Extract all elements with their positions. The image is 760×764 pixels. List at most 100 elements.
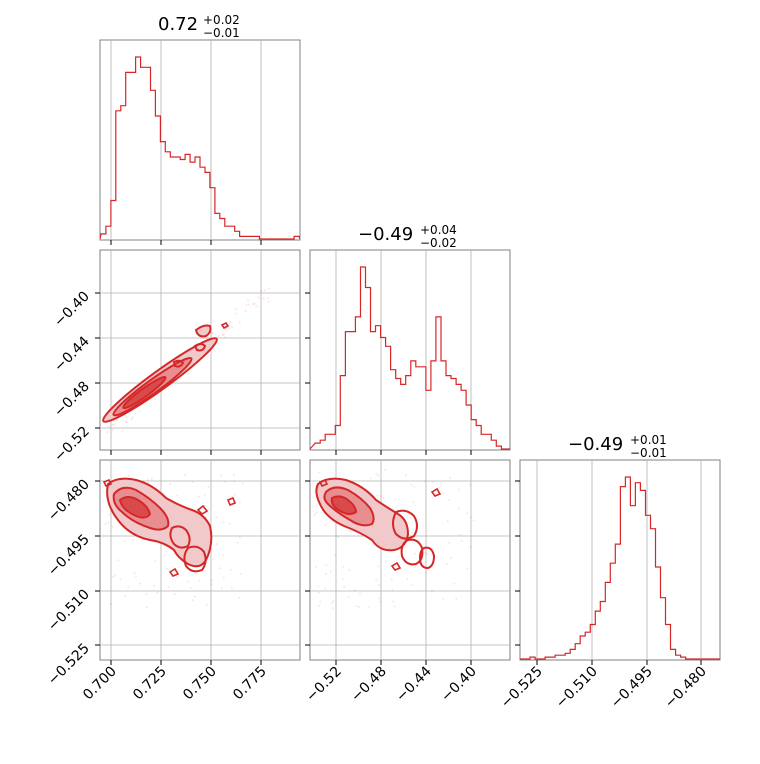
xtick-label: −0.40 <box>438 664 480 706</box>
sample-point <box>252 303 255 306</box>
sample-point <box>189 587 192 589</box>
sample-point <box>343 585 346 588</box>
sample-point <box>439 482 442 485</box>
sample-point <box>111 526 114 528</box>
sample-point <box>222 554 225 557</box>
sample-point <box>225 327 227 330</box>
contour-fragment <box>193 343 207 352</box>
sample-point <box>448 499 451 501</box>
sample-point <box>241 482 244 485</box>
sample-point <box>342 565 345 568</box>
sample-point <box>318 604 321 607</box>
sample-point <box>121 430 124 433</box>
sample-point <box>255 305 258 308</box>
sample-point <box>263 289 266 292</box>
sample-point <box>423 480 426 483</box>
sample-point <box>156 591 159 594</box>
xtick-label: −0.52 <box>303 664 345 706</box>
sample-point <box>230 586 233 589</box>
sample-point <box>108 513 111 516</box>
sample-point <box>380 495 383 497</box>
sample-point <box>210 579 213 582</box>
sample-point <box>409 516 412 519</box>
sample-point <box>207 508 210 510</box>
panel-frame-hist-param1 <box>99 39 301 241</box>
sample-point <box>165 550 168 553</box>
sample-point <box>219 567 221 570</box>
sample-point <box>215 543 218 545</box>
sample-point <box>324 524 327 527</box>
sample-point <box>130 418 133 421</box>
sample-point <box>349 530 352 533</box>
sample-point <box>410 583 413 586</box>
sample-point <box>369 477 372 480</box>
sample-point <box>154 560 157 563</box>
contour-inner <box>118 496 152 519</box>
sample-point <box>138 410 141 413</box>
sample-point <box>167 586 170 588</box>
sample-point <box>314 565 317 568</box>
sample-point <box>203 504 206 507</box>
sample-point <box>337 535 339 538</box>
sample-point <box>207 512 210 515</box>
sample-point <box>469 546 472 549</box>
sample-point <box>455 597 458 600</box>
contour-fragment <box>418 546 436 570</box>
sample-point <box>341 578 344 581</box>
contour-fragment <box>172 359 185 368</box>
ytick-label: −0.40 <box>51 289 93 331</box>
title-param2-upper: +0.04 <box>420 223 457 237</box>
sample-point <box>442 597 445 600</box>
sample-point <box>212 558 215 561</box>
sample-point <box>468 483 471 486</box>
sample-point <box>235 308 238 311</box>
sample-point <box>127 585 130 588</box>
contour-fragment <box>196 504 209 516</box>
xtick-label: −0.480 <box>662 664 710 712</box>
sample-point <box>253 302 256 305</box>
sample-point <box>460 539 463 542</box>
sample-point <box>446 563 449 566</box>
sample-point <box>125 416 128 419</box>
density-param1-vs-param2 <box>102 287 270 434</box>
sample-point <box>404 474 407 477</box>
sample-point <box>238 321 241 324</box>
contour-fragment <box>194 324 212 338</box>
sample-point <box>315 511 318 514</box>
sample-point <box>125 420 128 423</box>
sample-point <box>379 600 382 603</box>
xtick-label: −0.44 <box>393 663 435 705</box>
sample-point <box>410 531 413 534</box>
xtick-label: 0.725 <box>130 664 170 704</box>
sample-point <box>228 320 231 323</box>
sample-point <box>233 493 236 496</box>
sample-point <box>111 429 114 432</box>
ytick-label: −0.44 <box>51 333 93 375</box>
sample-point <box>325 573 327 575</box>
sample-point <box>238 596 241 599</box>
sample-point <box>355 605 358 607</box>
ytick-label: −0.525 <box>45 641 93 689</box>
histogram-param1 <box>100 56 300 240</box>
sample-point <box>233 473 236 476</box>
xtick-label: −0.495 <box>608 664 656 712</box>
sample-point <box>347 595 350 598</box>
sample-point <box>191 481 194 484</box>
title-param2-lower: −0.02 <box>420 236 457 250</box>
sample-point <box>325 564 328 566</box>
sample-point <box>324 587 327 590</box>
sample-point <box>329 570 332 573</box>
sample-point <box>472 519 475 522</box>
sample-point <box>124 595 127 598</box>
sample-point <box>431 590 433 593</box>
xtick-label: −0.525 <box>498 664 546 712</box>
density-param2-vs-param3 <box>313 469 475 610</box>
sample-point <box>318 471 321 474</box>
sample-point <box>113 420 116 423</box>
xtick-label: 0.700 <box>80 664 120 704</box>
sample-point <box>413 485 416 488</box>
sample-point <box>238 501 241 504</box>
sample-point <box>377 474 380 477</box>
sample-point <box>317 585 320 588</box>
